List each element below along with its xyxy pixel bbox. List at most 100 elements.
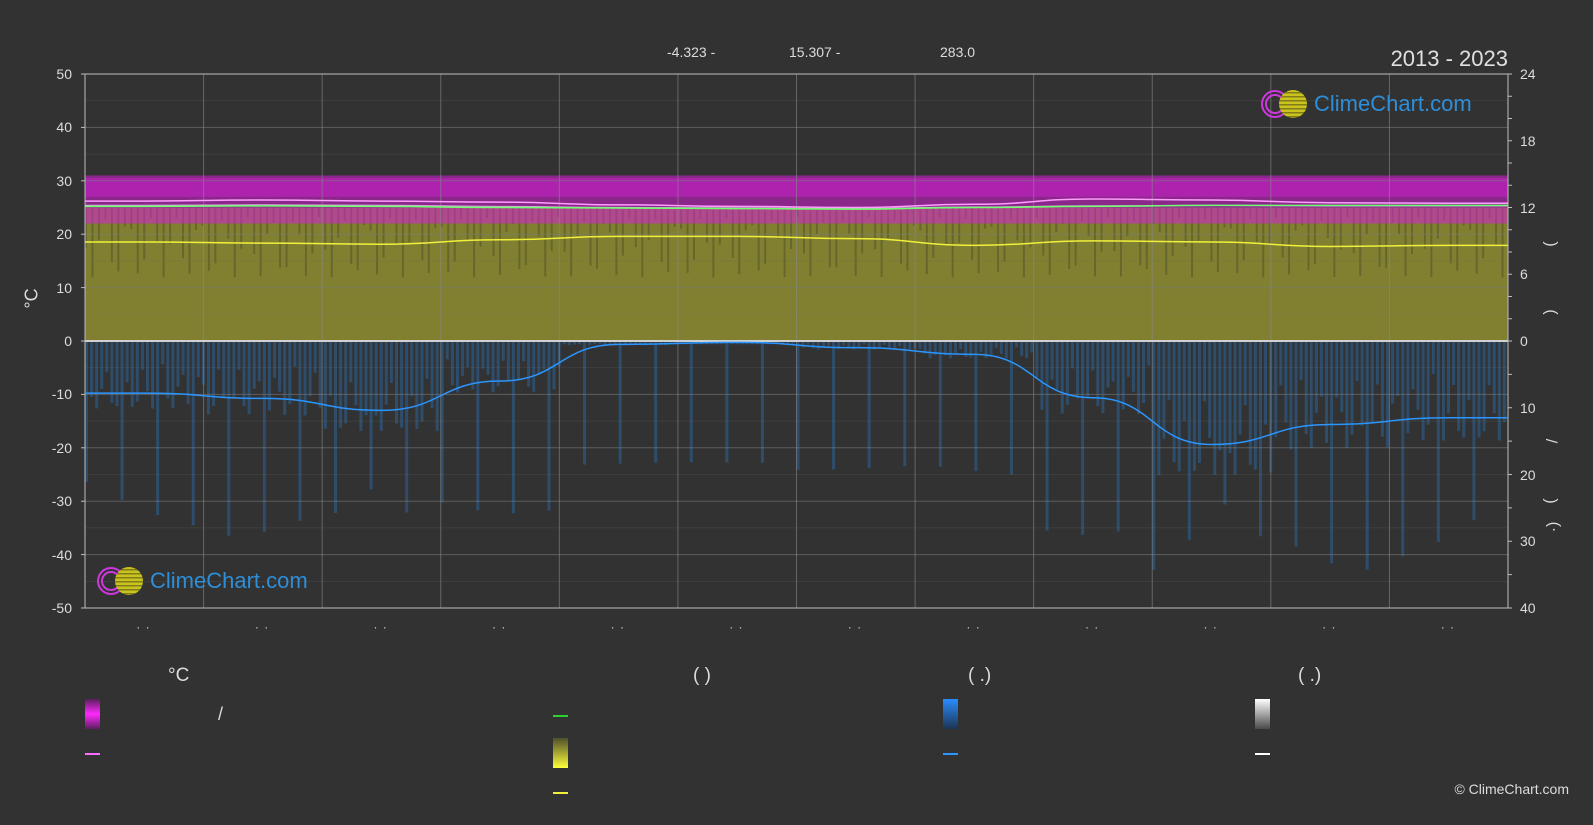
precip-bar [1264, 341, 1268, 425]
mean-temp-line [85, 204, 1508, 210]
right-axis-label-1: ) [1542, 241, 1560, 247]
precip-bar [420, 341, 424, 422]
sunshine-texture [570, 207, 573, 277]
precip-bar [273, 341, 277, 379]
precip-bar [1223, 341, 1227, 505]
left-tick-label: 20 [56, 226, 72, 243]
precip-bar [364, 341, 368, 416]
precip-bar [506, 341, 510, 382]
precip-bar [450, 341, 454, 386]
logo-top[interactable]: ClimeChart.com [1258, 88, 1472, 120]
header-stat-min: -4.323 - [667, 44, 716, 60]
precip-bar [654, 341, 658, 463]
precip-bar [1335, 341, 1339, 398]
precip-bar [1101, 341, 1105, 414]
precip-bar [222, 341, 226, 399]
sunshine-texture [705, 207, 708, 243]
right-tick-label-hours: 24 [1520, 66, 1536, 82]
precip-bar [903, 341, 907, 467]
precip-bar [537, 341, 541, 375]
sunshine-texture [1430, 207, 1433, 278]
precip-bar [410, 341, 414, 397]
precip-bar [832, 341, 836, 470]
sunshine-texture [660, 207, 663, 262]
precip-bar [1436, 341, 1440, 542]
sunshine-texture [1003, 207, 1006, 262]
sunshine-texture [136, 207, 139, 274]
month-marker: · · [136, 620, 151, 634]
sunshine-texture [906, 207, 909, 271]
precip-bar [994, 341, 998, 349]
precip-bar [1137, 341, 1141, 415]
precip-bar [171, 341, 175, 409]
precip-bar [781, 341, 785, 345]
left-tick-label: 50 [56, 66, 72, 82]
left-tick-label: 40 [56, 119, 72, 136]
sunshine-texture [1501, 207, 1504, 278]
precip-bar [1015, 341, 1019, 348]
precip-bar [633, 341, 637, 345]
precip-bar [893, 341, 897, 350]
sunshine-texture [1216, 207, 1219, 272]
sunshine-texture [285, 207, 288, 267]
sunshine-texture [311, 207, 314, 254]
sunshine-texture [466, 207, 469, 241]
precip-bar [1162, 341, 1166, 439]
precip-bar [1467, 341, 1471, 401]
precip-bar [1462, 341, 1466, 438]
precip-bar [577, 341, 581, 345]
precip-bar [1070, 341, 1074, 369]
sunshine-texture [1029, 207, 1032, 248]
month-marker: · · [729, 620, 744, 634]
left-tick-label: -10 [51, 386, 72, 403]
precip-bar [1065, 341, 1069, 405]
precip-bar [898, 341, 902, 347]
sunshine-texture [899, 207, 902, 264]
precip-bar [603, 341, 607, 345]
precip-bar [1091, 341, 1095, 371]
precip-bar [430, 341, 434, 409]
precip-bar [191, 341, 195, 526]
precip-bar [608, 341, 612, 346]
precip-bar [1147, 341, 1151, 366]
precip-bar [613, 341, 617, 345]
sunshine-texture [1333, 207, 1336, 277]
sunshine-texture [686, 207, 689, 274]
precip-bar [156, 341, 160, 516]
precip-bar [618, 341, 622, 464]
right-axis-label-5: (· [1545, 521, 1563, 533]
sunshine-texture [356, 207, 359, 271]
left-tick-label: -20 [51, 439, 72, 456]
precip-bar [1025, 341, 1029, 359]
precip-bar [466, 341, 470, 368]
precip-bar [105, 341, 109, 373]
sunshine-texture [1262, 207, 1265, 278]
right-tick-label-mm: 30 [1520, 533, 1536, 550]
precip-bar [816, 341, 820, 350]
sunshine-texture [647, 207, 650, 241]
sunshine-texture [240, 207, 243, 249]
precip-bar [1055, 341, 1059, 390]
precip-bar [1391, 341, 1395, 404]
logo-bottom[interactable]: ClimeChart.com [94, 565, 308, 597]
sunshine-texture [143, 207, 146, 260]
legend-temp-range-swatch [85, 699, 100, 729]
precip-bar [1452, 341, 1456, 386]
precip-bar [1213, 341, 1217, 476]
precip-bar [252, 341, 256, 389]
legend-sun-head: ( ) [693, 665, 711, 686]
month-marker: · · [1440, 620, 1456, 634]
month-marker: · · [1203, 620, 1218, 634]
precip-bar [948, 341, 952, 359]
precip-bar [842, 341, 846, 346]
month-marker: · · [373, 620, 388, 634]
precip-bar [1360, 341, 1364, 426]
precip-bar [186, 341, 190, 405]
precip-bar [359, 341, 363, 431]
sunshine-texture [1339, 207, 1342, 250]
precip-bar [857, 341, 861, 349]
sunshine-texture [615, 207, 618, 276]
precip-bar [1294, 341, 1298, 547]
sunshine-texture [945, 207, 948, 245]
